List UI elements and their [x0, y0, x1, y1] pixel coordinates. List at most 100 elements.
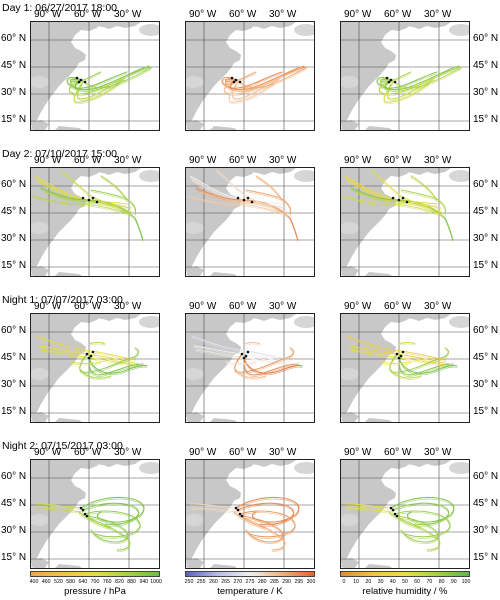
start-marker [236, 196, 240, 200]
trajectory-line [380, 73, 412, 84]
latitude-label: 60° N [473, 179, 499, 190]
colorbar-tick-label: 270 [233, 579, 243, 585]
land-shape [55, 272, 82, 276]
start-marker [83, 80, 87, 84]
trajectory-line [388, 513, 422, 530]
trajectory-line [80, 369, 112, 379]
start-marker [397, 356, 401, 360]
start-marker [242, 198, 246, 202]
colorbar-tick-label: 260 [209, 579, 218, 585]
trajectory-line [78, 511, 112, 529]
latitude-label: 45° N [473, 498, 499, 509]
longitude-label: 30° W [114, 155, 142, 166]
longitude-label: 30° W [269, 447, 297, 458]
colorbar-tick-label: 80 [438, 579, 445, 585]
map-svg [31, 22, 159, 130]
latitude-label: 30° N [1, 379, 27, 390]
colorbar-label: pressure / hPa [64, 586, 126, 597]
row-title: Day 2: 07/10/2017 15:00 [2, 148, 118, 160]
trajectory-line [243, 341, 261, 345]
trajectory-line [244, 357, 299, 377]
latitude-label: 15° N [473, 552, 499, 563]
colorbar-tick-label: 300 [306, 579, 316, 585]
trajectory-line [191, 335, 291, 361]
trajectory-line [80, 498, 145, 524]
trajectory-line [380, 361, 412, 365]
trajectory-line [70, 73, 102, 84]
trajectory-line [187, 195, 285, 215]
start-marker [91, 350, 95, 354]
latitude-label: 45° N [1, 206, 27, 217]
trajectory-line [225, 71, 257, 83]
land-shape [210, 272, 237, 276]
longitude-label: 30° W [424, 155, 452, 166]
latitude-label: 45° N [1, 60, 27, 71]
colorbar-tick-label: 295 [294, 579, 304, 585]
trajectory-line [398, 359, 458, 376]
longitude-label: 90° W [189, 9, 217, 20]
colorbar-tick-label: 0 [342, 579, 346, 585]
start-marker [401, 350, 405, 354]
map-panel-d1-relative_humidity [340, 21, 470, 131]
map-svg [186, 168, 314, 276]
colorbar-tick-label: 250 [184, 579, 194, 585]
trajectory-line [233, 513, 267, 530]
start-marker [393, 512, 397, 516]
land-shape [365, 418, 392, 422]
start-marker [389, 506, 393, 510]
trajectory-line [354, 191, 444, 217]
start-marker [79, 506, 83, 510]
trajectory-line [342, 197, 440, 216]
trajectory-line [88, 359, 148, 376]
map-panel-n1-relative_humidity [340, 313, 470, 423]
land-shape [210, 564, 237, 568]
land-shape [31, 314, 101, 418]
trajectory-line [215, 171, 287, 210]
longitude-label: 60° W [384, 155, 412, 166]
land-shape [294, 316, 314, 328]
trajectory-line [229, 73, 283, 91]
colorbar-tick-label: 90 [450, 579, 457, 585]
land-shape [31, 514, 49, 526]
colorbar-tick-label: 50 [402, 579, 408, 585]
land-shape [377, 48, 387, 59]
colorbar-tick-label: 70 [426, 579, 433, 585]
trajectory-line [34, 505, 82, 510]
trajectory-line [90, 189, 137, 215]
latitude-label: 60° N [1, 325, 27, 336]
latitude-label: 45° N [1, 498, 27, 509]
trajectory-line [398, 343, 416, 346]
row-title: Day 1: 06/27/2017 18:00 [2, 2, 118, 14]
trajectory-line [225, 363, 257, 366]
land-shape [186, 368, 204, 380]
trajectory-line [398, 517, 441, 551]
start-marker [395, 352, 399, 356]
start-marker [250, 200, 254, 204]
trajectory-line [199, 191, 289, 217]
trajectory-line [89, 357, 144, 377]
longitude-label: 60° W [229, 9, 257, 20]
land-shape [55, 564, 82, 568]
trajectory-line [79, 349, 139, 375]
trajectory-line [70, 363, 102, 366]
start-marker [87, 356, 91, 360]
start-marker [391, 508, 395, 512]
land-shape [31, 222, 49, 234]
trajectory-line [239, 69, 307, 90]
start-marker [240, 352, 244, 356]
trajectory-line [243, 357, 303, 374]
trajectory-line [376, 67, 460, 92]
land-shape [294, 24, 314, 36]
start-marker [385, 76, 389, 80]
start-marker [246, 196, 250, 200]
land-shape [341, 314, 411, 418]
trajectory-line [245, 189, 292, 215]
start-marker [395, 514, 399, 518]
trajectory-line [394, 510, 451, 538]
trajectory-line [88, 343, 106, 346]
trajectory-line [40, 351, 144, 368]
trajectory-line [380, 363, 412, 366]
start-marker [234, 78, 238, 82]
trajectory-line [86, 517, 128, 544]
start-marker [236, 508, 240, 512]
